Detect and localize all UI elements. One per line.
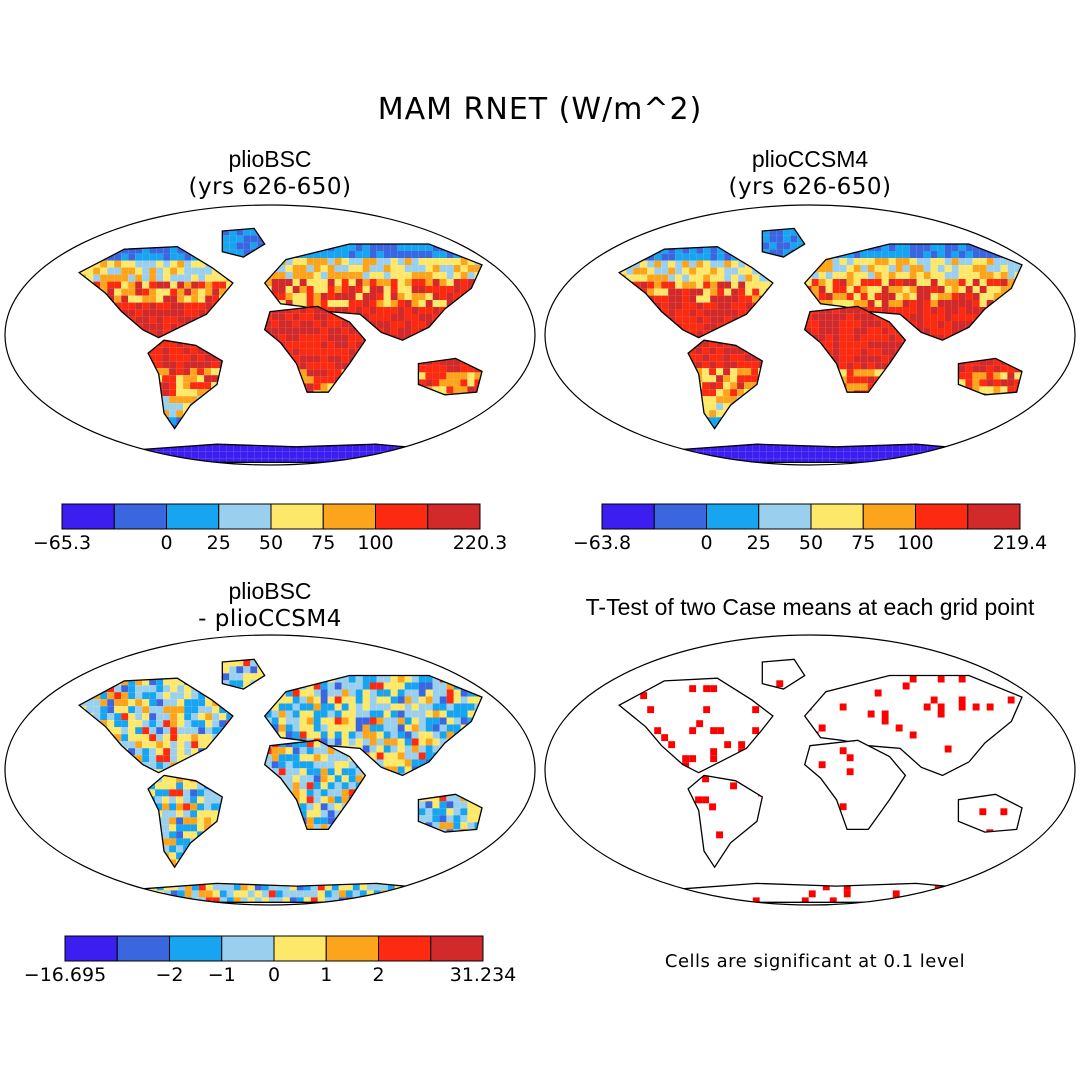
africa-coastline <box>263 305 367 393</box>
map-border <box>4 634 536 906</box>
panel-subtitle-top-left: (yrs 626-650) <box>188 174 352 200</box>
colorbar-swatch <box>169 935 223 962</box>
panel-title-bottom-right: T-Test of two Case means at each grid po… <box>585 594 1035 620</box>
colorbar-tick-label: 100 <box>897 532 934 554</box>
colorbar-swatch <box>706 503 760 530</box>
africa-coastline <box>803 305 907 393</box>
colorbar-tick-label: 50 <box>258 532 284 554</box>
significance-note: Cells are significant at 0.1 level <box>664 951 966 972</box>
colorbar-tick-label: −1 <box>207 964 236 986</box>
colorbar-swatch <box>378 935 432 962</box>
colorbar-tick-label: −65.3 <box>32 532 92 554</box>
colorbar-swatch <box>601 503 655 530</box>
colorbar-tick-label: 0 <box>700 532 713 554</box>
colorbar-swatch <box>113 503 167 530</box>
australia-coastline <box>957 793 1023 833</box>
colorbar-tick-label: 75 <box>311 532 336 554</box>
south-america-coastline <box>687 339 764 430</box>
australia-coastline <box>957 357 1023 396</box>
colorbar-tick-label: 75 <box>851 532 876 554</box>
greenland-coastline <box>761 658 806 690</box>
greenland-coastline <box>221 658 266 690</box>
colorbar-swatch <box>427 503 481 530</box>
panel-subtitle-bottom-left: - plioCCSM4 <box>198 606 342 632</box>
south-america-coastline <box>147 774 224 869</box>
colorbar-tick-label: −63.8 <box>572 532 632 554</box>
colorbar-tick-label: 25 <box>206 532 231 554</box>
colorbar-swatch <box>218 503 272 530</box>
colorbar-swatch <box>270 503 324 530</box>
australia-coastline <box>417 793 483 833</box>
colorbar-swatch <box>61 503 115 530</box>
colorbar-swatch <box>430 935 484 962</box>
colorbar-swatch <box>810 503 864 530</box>
south-america-coastline <box>687 774 764 869</box>
antarctica-field <box>142 444 435 463</box>
colorbar-tick-label: 219.4 <box>992 532 1048 554</box>
colorbar-tick-label: 2 <box>372 964 385 986</box>
colorbar-swatch <box>64 935 118 962</box>
colorbar-tick-label: 50 <box>798 532 824 554</box>
north-america-coastline <box>618 677 774 774</box>
colorbar-tick-label: 25 <box>746 532 771 554</box>
figure-title: MAM RNET (W/m^2) <box>377 92 703 127</box>
australia-coastline <box>417 357 483 396</box>
africa-coastline <box>803 739 907 831</box>
colorbar-swatch <box>375 503 429 530</box>
colorbar-swatch <box>653 503 707 530</box>
panel-subtitle-top-right: (yrs 626-650) <box>728 174 892 200</box>
map-border <box>544 204 1076 466</box>
colorbar-swatch <box>967 503 1021 530</box>
colorbar-tick-label: 100 <box>357 532 394 554</box>
colorbar-swatch <box>862 503 916 530</box>
colorbar-tick-label: −16.695 <box>23 964 107 986</box>
colorbar-swatch <box>221 935 275 962</box>
map-border <box>4 204 536 466</box>
north-america-coastline <box>78 677 234 774</box>
panel-title-top-right: plioCCSM4 <box>751 146 869 172</box>
colorbar-swatch <box>915 503 969 530</box>
colorbar-tick-label: 1 <box>320 964 333 986</box>
colorbar-tick-label: 220.3 <box>452 532 508 554</box>
panel-title-bottom-left: plioBSC <box>228 578 312 604</box>
colorbar-swatch <box>758 503 812 530</box>
south-america-coastline <box>147 339 224 430</box>
colorbar-swatch <box>273 935 327 962</box>
greenland-coastline <box>221 227 266 258</box>
africa-coastline <box>263 739 367 831</box>
colorbar-tick-label: −2 <box>155 964 184 986</box>
colorbar-tick-label: 31.234 <box>449 964 517 986</box>
map-border <box>544 634 1076 906</box>
north-america-coastline <box>618 245 774 339</box>
colorbar-tick-label: 0 <box>160 532 173 554</box>
colorbar-swatch <box>116 935 170 962</box>
north-america-coastline <box>78 245 234 339</box>
colorbar-tick-label: 0 <box>267 964 281 986</box>
colorbar-swatch <box>322 503 376 530</box>
colorbar-swatch <box>325 935 379 962</box>
panel-title-top-left: plioBSC <box>228 146 312 172</box>
greenland-coastline <box>761 227 806 258</box>
colorbar-swatch <box>166 503 220 530</box>
